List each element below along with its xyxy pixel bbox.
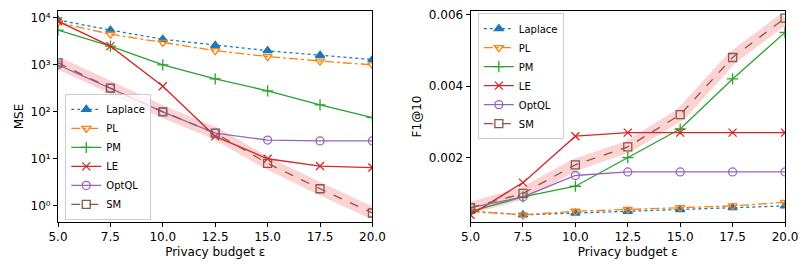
- svg-text:10²: 10²: [31, 105, 51, 119]
- svg-text:20.0: 20.0: [772, 230, 799, 244]
- svg-text:5.0: 5.0: [48, 230, 67, 244]
- svg-text:F1@10: F1@10: [410, 96, 424, 138]
- svg-text:PM: PM: [519, 62, 534, 73]
- svg-text:7.5: 7.5: [101, 230, 120, 244]
- svg-text:PL: PL: [519, 43, 531, 54]
- svg-text:12.5: 12.5: [202, 230, 229, 244]
- svg-text:Privacy budget ε: Privacy budget ε: [578, 245, 678, 259]
- svg-text:20.0: 20.0: [359, 230, 386, 244]
- svg-text:5.0: 5.0: [461, 230, 480, 244]
- svg-text:17.5: 17.5: [719, 230, 746, 244]
- svg-text:LE: LE: [519, 81, 531, 92]
- svg-text:SM: SM: [519, 119, 534, 130]
- svg-text:10³: 10³: [31, 58, 51, 72]
- svg-text:OptQL: OptQL: [519, 100, 551, 111]
- svg-text:15.0: 15.0: [667, 230, 694, 244]
- svg-text:PM: PM: [106, 142, 121, 153]
- svg-text:10.0: 10.0: [562, 230, 589, 244]
- svg-text:10⁰: 10⁰: [31, 199, 51, 213]
- svg-text:Privacy budget ε: Privacy budget ε: [165, 245, 265, 259]
- svg-text:10.0: 10.0: [149, 230, 176, 244]
- svg-text:OptQL: OptQL: [106, 180, 138, 191]
- svg-text:Laplace: Laplace: [106, 104, 145, 115]
- svg-text:12.5: 12.5: [614, 230, 641, 244]
- svg-text:0.004: 0.004: [429, 79, 463, 93]
- svg-text:10¹: 10¹: [31, 152, 51, 166]
- svg-text:17.5: 17.5: [307, 230, 334, 244]
- svg-text:0.002: 0.002: [429, 151, 463, 165]
- svg-text:PL: PL: [106, 123, 118, 134]
- svg-text:MSE: MSE: [12, 104, 26, 130]
- svg-text:LE: LE: [106, 161, 118, 172]
- svg-text:10⁴: 10⁴: [31, 11, 51, 25]
- svg-text:15.0: 15.0: [254, 230, 281, 244]
- svg-text:0.006: 0.006: [429, 8, 463, 22]
- svg-text:SM: SM: [106, 199, 121, 210]
- svg-text:7.5: 7.5: [513, 230, 532, 244]
- svg-text:Laplace: Laplace: [519, 24, 558, 35]
